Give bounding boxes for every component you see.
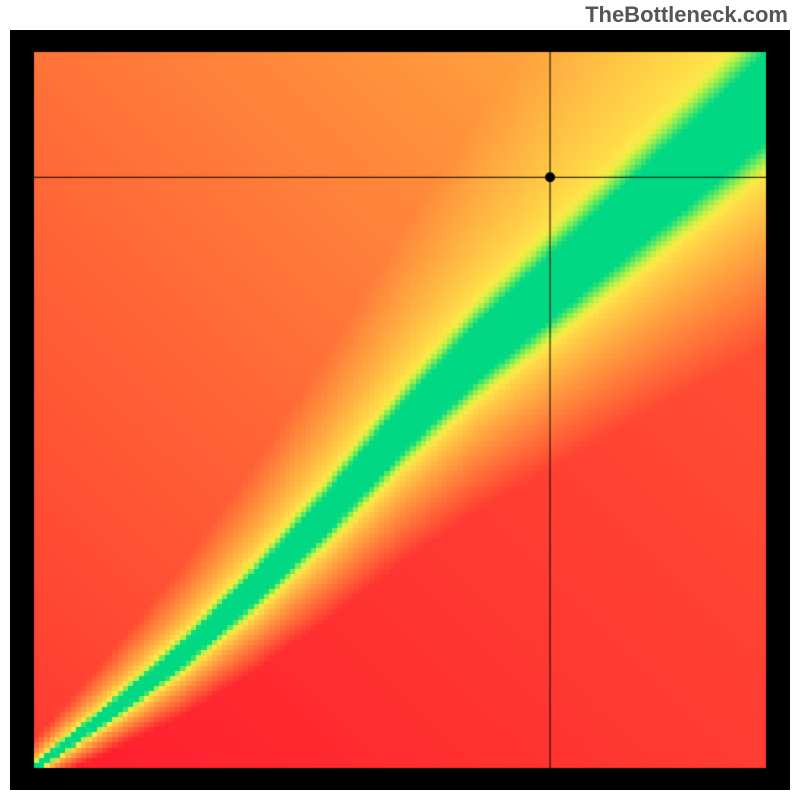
heatmap-canvas [10,30,790,790]
chart-frame [10,30,790,790]
watermark-text: TheBottleneck.com [585,2,788,28]
